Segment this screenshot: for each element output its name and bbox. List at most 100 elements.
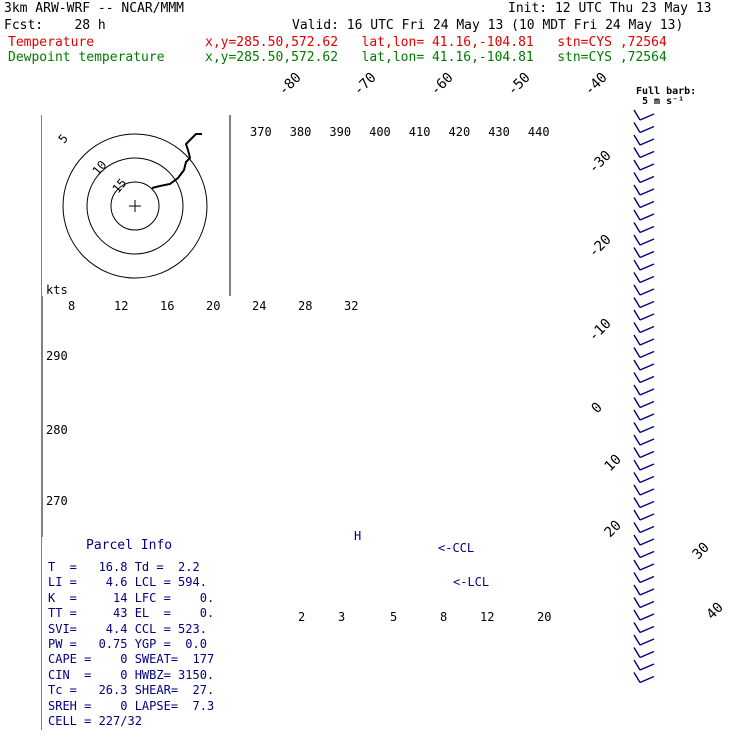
theta-label: 270: [46, 494, 68, 508]
parcel-info-title: Parcel Info: [86, 538, 173, 553]
wind-barb: [633, 634, 641, 646]
wind-barb: [639, 650, 655, 659]
isotherm-line: [0, 0, 239, 48]
hodograph-speed-label: 20: [206, 299, 220, 313]
dry-adiabat: [0, 0, 740, 19]
hodograph-speed-label: 12: [114, 299, 128, 313]
wind-barb: [639, 350, 655, 359]
dry-adiabat: [0, 0, 740, 19]
wind-barb: [639, 188, 655, 196]
wind-barb: [639, 225, 655, 234]
parcel-row: SVI= 4.4 CCL = 523.: [48, 621, 207, 636]
wind-barb: [639, 413, 655, 421]
dry-adiabat: [0, 0, 740, 19]
wind-barb: [639, 163, 655, 171]
wind-barb: [633, 647, 641, 658]
wind-barb: [633, 122, 641, 133]
wind-barb: [633, 109, 641, 121]
wind-barb: [633, 422, 641, 433]
isotherm-label: 30: [690, 540, 713, 563]
dry-adiabat: [0, 0, 637, 19]
wind-barb: [633, 259, 641, 271]
wind-barb: [639, 513, 655, 521]
wind-barb: [633, 547, 641, 558]
dry-adiabat: [0, 0, 537, 19]
theta-label: 280: [46, 423, 68, 437]
wind-barb: [633, 672, 641, 683]
wind-barb: [639, 150, 655, 159]
isotherm-label: -70: [351, 70, 380, 99]
dry-adiabat: [0, 0, 740, 19]
wind-barb: [633, 297, 641, 308]
theta-label: 430: [488, 125, 510, 139]
dry-adiabat: [0, 0, 587, 19]
wind-barb: [639, 425, 655, 434]
wind-barb: [639, 300, 655, 309]
ccl-marker: <-CCL: [438, 541, 474, 555]
wind-barb: [639, 550, 655, 559]
wind-barb: [633, 272, 641, 283]
wind-barb: [639, 400, 655, 409]
isotherm-label: -80: [276, 70, 305, 99]
isotherm-label: 40: [704, 600, 727, 623]
hodograph-speed-label: 28: [298, 299, 312, 313]
wind-barb: [633, 447, 641, 458]
hodograph-speed-label: 16: [160, 299, 174, 313]
wind-barb: [639, 438, 655, 446]
wind-barb: [633, 509, 641, 521]
wind-barb: [633, 147, 641, 158]
dry-adiabat: [0, 0, 740, 19]
wind-barb: [639, 288, 655, 296]
wind-barb: [633, 322, 641, 333]
wind-barb: [633, 522, 641, 533]
wind-barb: [639, 463, 655, 471]
dry-adiabat: [0, 0, 740, 19]
wind-barb: [633, 434, 641, 446]
wind-barb: [633, 184, 641, 196]
theta-label: 420: [449, 125, 471, 139]
wind-barb: [639, 200, 655, 209]
wind-barb: [639, 238, 655, 246]
mixing-ratio-label: 2: [298, 610, 305, 624]
wind-barb: [633, 572, 641, 583]
wind-barb: [639, 563, 655, 571]
wind-barb: [633, 497, 641, 508]
theta-label: 400: [369, 125, 391, 139]
parcel-row: K = 14 LFC = 0.: [48, 590, 215, 605]
wind-barb: [639, 250, 655, 259]
isotherm-line: [0, 0, 42, 48]
wind-barb: [639, 338, 655, 346]
wind-barb: [633, 309, 641, 321]
wind-barb: [639, 363, 655, 371]
wind-barb: [633, 459, 641, 471]
parcel-row: CIN = 0 HWBZ= 3150.: [48, 667, 215, 682]
barb-legend-units: 5 m s⁻¹: [642, 96, 684, 107]
wind-barb: [633, 222, 641, 233]
mixing-ratio-label: 5: [390, 610, 397, 624]
parcel-row: TT = 43 EL = 0.: [48, 606, 215, 621]
wind-barb: [633, 659, 641, 671]
forecast-hour: Fcst: 28 h: [4, 18, 106, 33]
h-marker: H: [354, 529, 361, 543]
isotherm-line: [0, 0, 534, 48]
isotherm-line: [0, 0, 386, 48]
wind-barb: [633, 247, 641, 258]
wind-barb: [639, 263, 655, 271]
wind-barb: [639, 388, 655, 396]
theta-label: 290: [46, 349, 68, 363]
isotherm-line: [0, 0, 140, 48]
wind-barb: [633, 409, 641, 421]
wind-barb: [633, 197, 641, 208]
wind-barb: [633, 609, 641, 621]
wind-barb: [639, 625, 655, 634]
wind-barb: [639, 138, 655, 146]
parcel-bg: [42, 537, 232, 730]
isotherm-line: [0, 0, 485, 48]
wind-barb: [639, 325, 655, 334]
wind-barb: [633, 584, 641, 596]
dry-adiabat: [0, 0, 740, 19]
isotherm-label: -10: [586, 316, 615, 345]
dewpoint-legend-label: Dewpoint temperature: [8, 50, 165, 65]
hodograph-speed-label: 32: [344, 299, 358, 313]
